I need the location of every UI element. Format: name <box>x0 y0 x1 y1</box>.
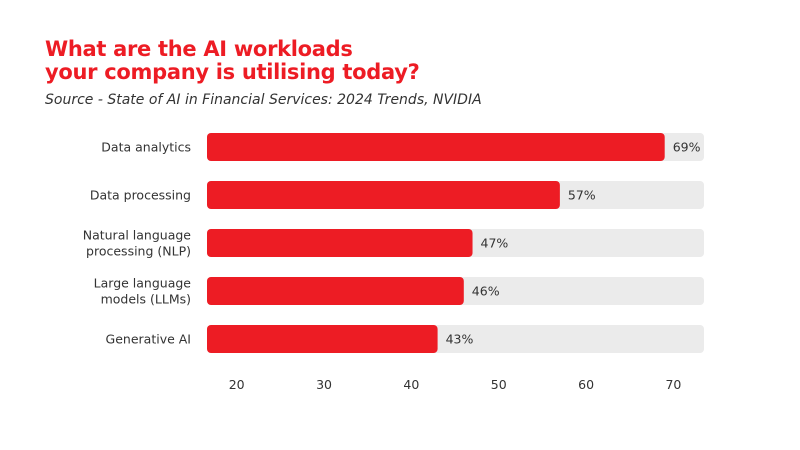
x-tick-label: 60 <box>578 377 594 392</box>
chart-subtitle: Source - State of AI in Financial Servic… <box>45 92 482 108</box>
bar <box>207 325 438 353</box>
x-tick-label: 30 <box>316 377 332 392</box>
category-label: Data processing <box>90 188 191 203</box>
data-label: 69% <box>673 140 701 155</box>
x-tick-label: 50 <box>491 377 507 392</box>
category-label: Generative AI <box>106 332 191 347</box>
x-tick-label: 20 <box>229 377 245 392</box>
bar <box>207 277 464 305</box>
data-label: 46% <box>472 284 500 299</box>
category-label: Natural language <box>83 228 192 243</box>
data-label: 57% <box>568 188 596 203</box>
category-label: Large language <box>94 276 192 291</box>
bar <box>207 133 665 161</box>
title-line: What are the AI workloads <box>45 37 353 61</box>
x-tick-label: 70 <box>665 377 681 392</box>
data-label: 43% <box>446 332 474 347</box>
chart-title: What are the AI workloads your company i… <box>45 38 420 84</box>
category-label: models (LLMs) <box>101 292 191 307</box>
category-label: Data analytics <box>101 140 191 155</box>
bar <box>207 229 473 257</box>
category-label: processing (NLP) <box>86 244 191 259</box>
bar <box>207 181 560 209</box>
title-line: your company is utilising today? <box>45 60 420 84</box>
x-tick-label: 40 <box>403 377 419 392</box>
data-label: 47% <box>481 236 509 251</box>
